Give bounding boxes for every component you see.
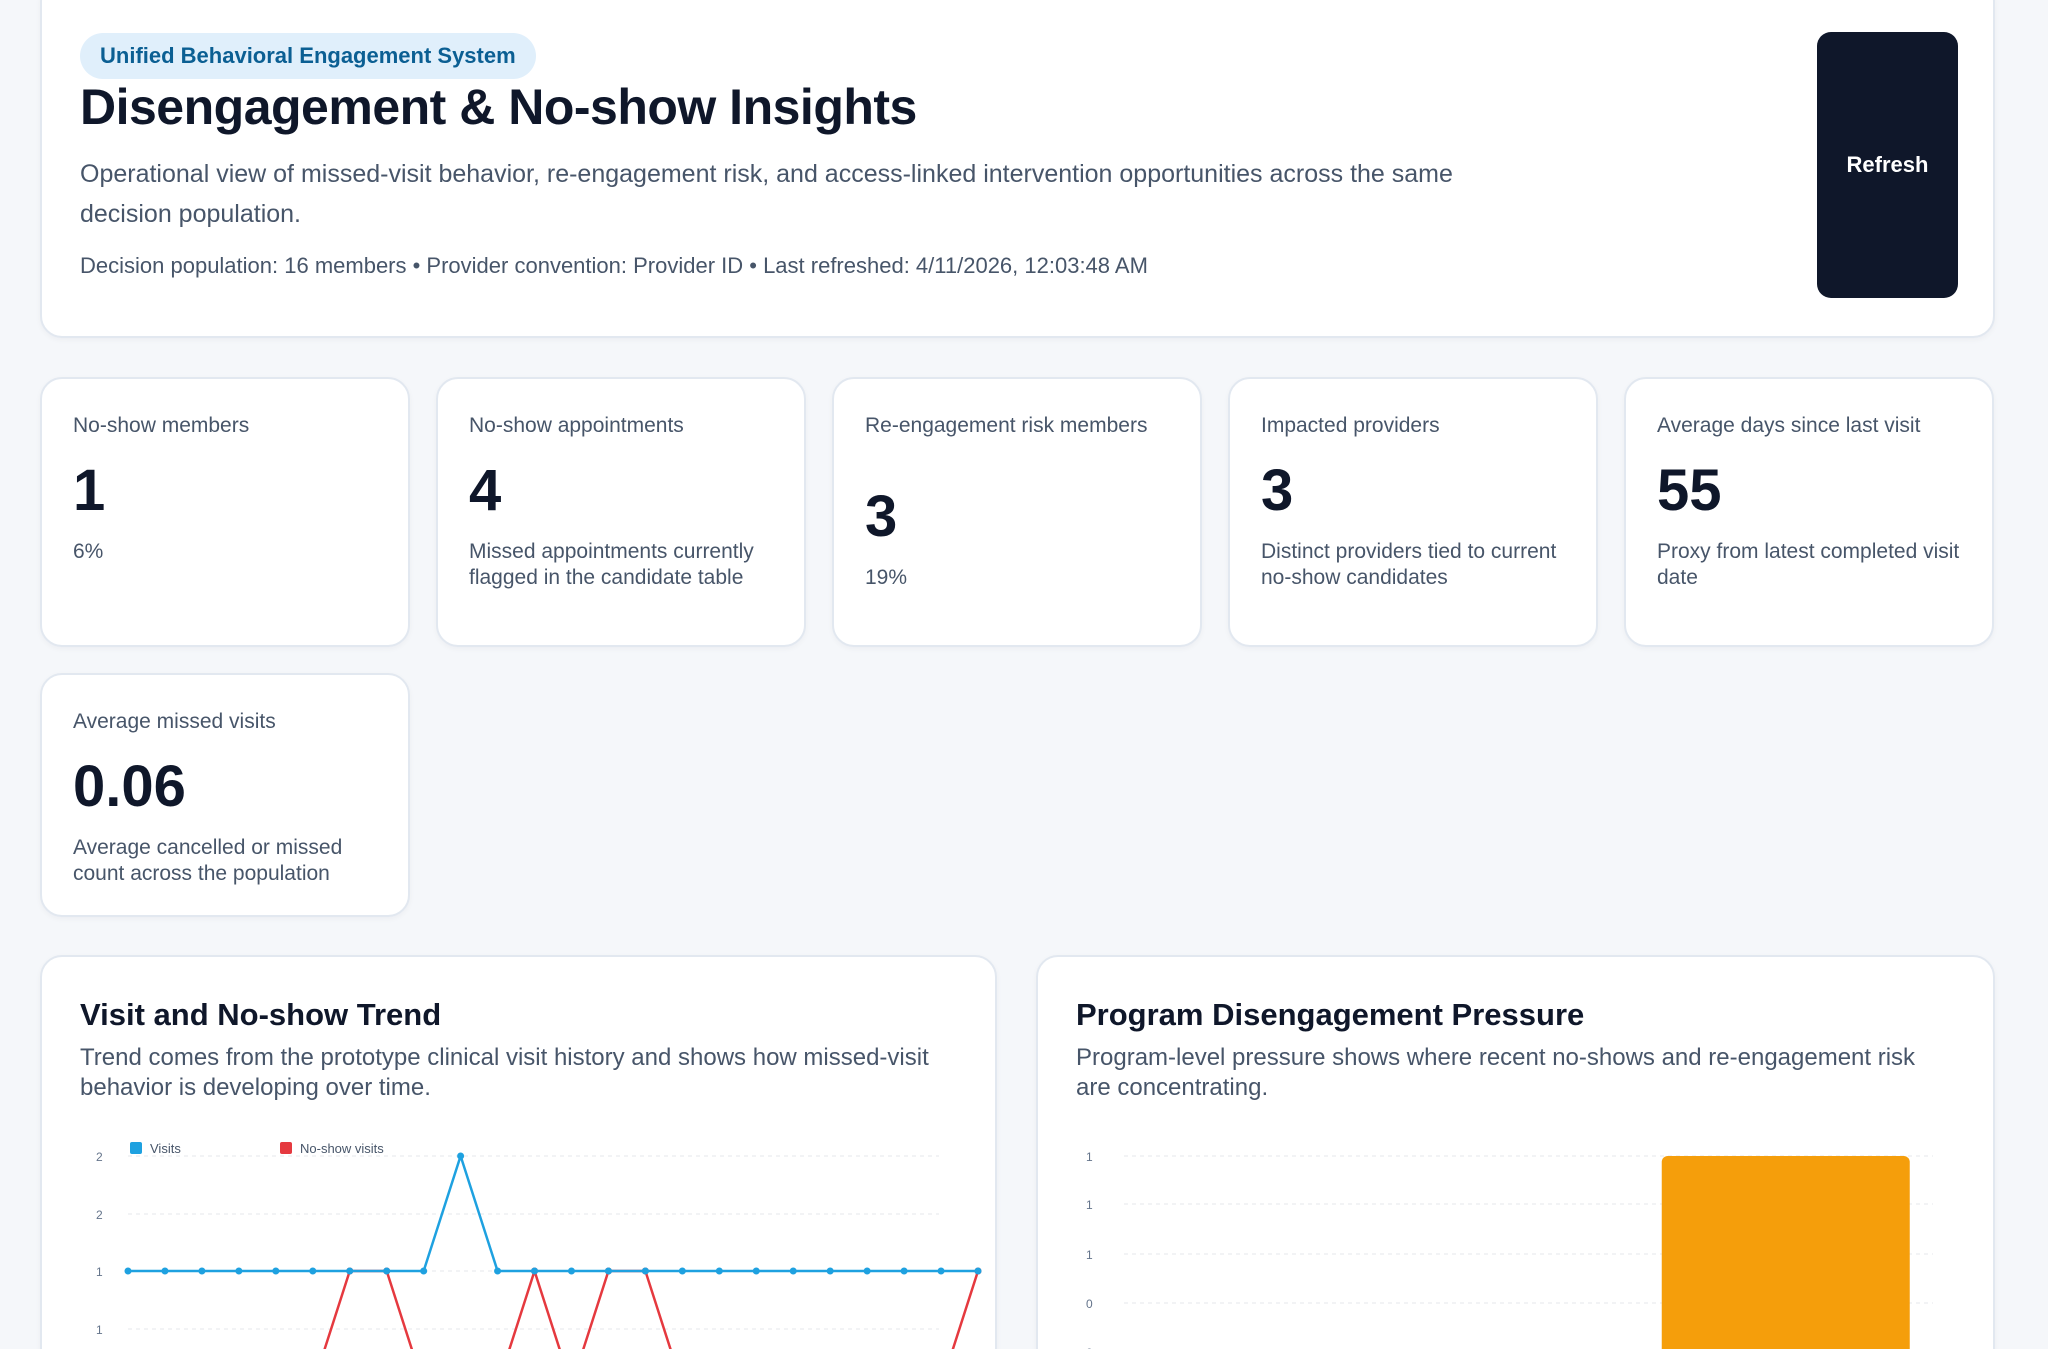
data-point — [531, 1267, 539, 1275]
data-point — [937, 1267, 945, 1275]
y-tick-label: 1 — [1086, 1198, 1093, 1212]
kpi-label: Average days since last visit — [1657, 414, 1921, 437]
kpi-card-no-show-appointments: No-show appointments 4 Missed appointmen… — [436, 377, 806, 647]
data-point — [124, 1267, 132, 1275]
data-point — [641, 1267, 649, 1275]
kpi-card-impacted-providers: Impacted providers 3 Distinct providers … — [1228, 377, 1598, 647]
kpi-note: 6% — [73, 540, 104, 563]
kpi-value: 0.06 — [73, 754, 186, 819]
y-tick-label: 0 — [1086, 1346, 1093, 1349]
pressure-chart-card: Program Disengagement Pressure Program-l… — [1036, 955, 1995, 1349]
kpi-value: 1 — [73, 458, 106, 523]
pressure-chart-title: Program Disengagement Pressure — [1076, 997, 1585, 1032]
kpi-card-re-engagement-risk: Re-engagement risk members 3 19% — [832, 377, 1202, 647]
data-point — [161, 1267, 169, 1275]
kpi-label: Impacted providers — [1261, 414, 1440, 437]
trend-chart-card: Visit and No-show Trend Trend comes from… — [40, 955, 997, 1349]
kpi-note: Distinct providers tied to current no-sh… — [1261, 540, 1557, 589]
kpi-value: 55 — [1657, 458, 1722, 523]
legend-label: Visits — [150, 1141, 181, 1156]
data-point — [567, 1267, 575, 1275]
header-card: Unified Behavioral Engagement System Dis… — [40, 0, 1995, 338]
legend-swatch — [280, 1142, 292, 1154]
kpi-label: Average missed visits — [73, 710, 276, 733]
trend-chart-title: Visit and No-show Trend — [80, 997, 442, 1032]
y-tick-label: 1 — [96, 1265, 103, 1279]
refresh-button[interactable]: Refresh — [1817, 32, 1958, 298]
pressure-bar-chart: 1 1 1 0 0 — [1086, 1150, 1933, 1349]
data-point — [900, 1267, 908, 1275]
data-point — [974, 1267, 982, 1275]
kpi-value: 3 — [1261, 458, 1294, 523]
system-badge: Unified Behavioral Engagement System — [80, 33, 536, 79]
kpi-label: Re-engagement risk members — [865, 414, 1148, 437]
y-tick-label: 1 — [1086, 1248, 1093, 1262]
data-point — [272, 1267, 280, 1275]
series-line-no-show-visits — [323, 1269, 980, 1349]
pressure-chart-subtitle: Program-level pressure shows where recen… — [1076, 1044, 1916, 1101]
trend-chart-subtitle: Trend comes from the prototype clinical … — [80, 1044, 929, 1101]
kpi-value: 4 — [469, 458, 502, 523]
kpi-value: 3 — [865, 484, 898, 549]
y-tick-label: 2 — [96, 1208, 103, 1222]
page-title: Disengagement & No-show Insights — [80, 79, 917, 135]
kpi-card-no-show-members: No-show members 1 6% — [40, 377, 410, 647]
data-point — [235, 1267, 243, 1275]
population-meta: Decision population: 16 members • Provid… — [80, 253, 1148, 278]
kpi-note: Missed appointments currently flagged in… — [469, 540, 754, 589]
y-tick-label: 1 — [1086, 1150, 1093, 1164]
data-point — [752, 1267, 760, 1275]
data-point — [346, 1267, 354, 1275]
y-tick-label: 2 — [96, 1150, 103, 1164]
data-point — [457, 1152, 465, 1160]
page-description: Operational view of missed-visit behavio… — [80, 160, 1453, 228]
trend-line-chart: 2 2 1 1 Visits No-show visits — [96, 1141, 982, 1349]
data-point — [789, 1267, 797, 1275]
kpi-note: Average cancelled or missed count across… — [73, 836, 343, 885]
data-point — [678, 1267, 686, 1275]
y-tick-label: 1 — [96, 1323, 103, 1337]
legend-label: No-show visits — [300, 1141, 384, 1156]
legend-swatch — [130, 1142, 142, 1154]
kpi-card-avg-missed-visits: Average missed visits 0.06 Average cance… — [40, 673, 410, 917]
data-point — [198, 1267, 206, 1275]
data-point — [309, 1267, 317, 1275]
kpi-note: 19% — [865, 566, 908, 589]
data-point — [494, 1267, 502, 1275]
data-point — [715, 1267, 723, 1275]
y-tick-label: 0 — [1086, 1297, 1093, 1311]
data-point — [863, 1267, 871, 1275]
series-line-visits — [128, 1154, 978, 1273]
data-point — [420, 1267, 428, 1275]
kpi-note: Proxy from latest completed visit date — [1657, 540, 1960, 589]
data-point — [826, 1267, 834, 1275]
bar — [1661, 1156, 1910, 1349]
kpi-label: No-show members — [73, 414, 250, 437]
data-point — [604, 1267, 612, 1275]
kpi-card-avg-days-since-visit: Average days since last visit 55 Proxy f… — [1624, 377, 1994, 647]
kpi-label: No-show appointments — [469, 414, 684, 437]
data-point — [383, 1267, 391, 1275]
